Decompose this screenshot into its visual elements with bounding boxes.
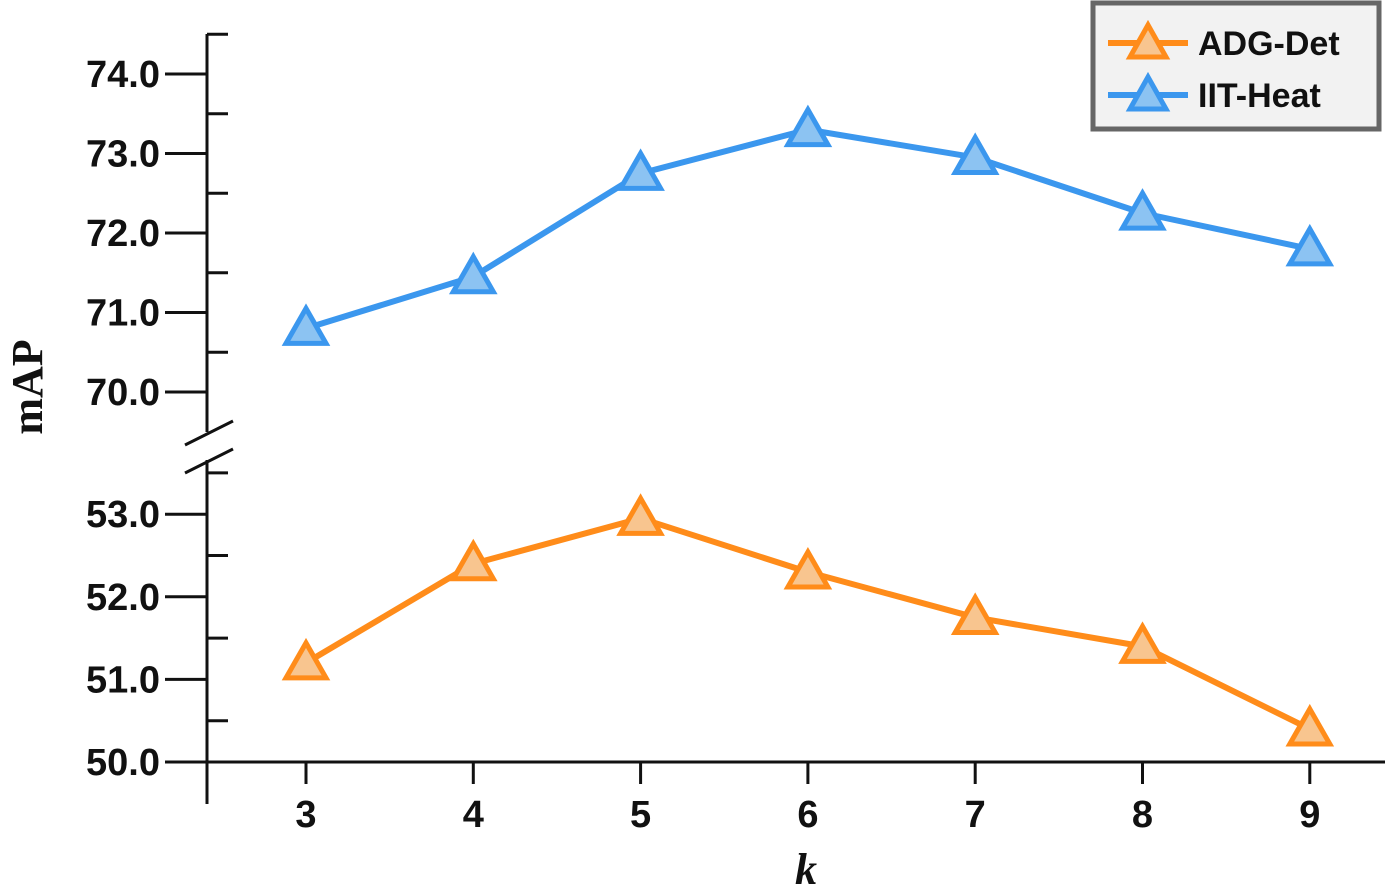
data-point-iit-heat xyxy=(281,303,331,346)
axis-break-mark-top xyxy=(184,419,234,447)
data-point-iit-heat xyxy=(950,132,1000,175)
x-tick-label: 7 xyxy=(965,794,986,836)
data-point-adg-det xyxy=(616,493,665,536)
data-point-iit-heat xyxy=(783,104,833,148)
x-tick-label: 8 xyxy=(1132,794,1153,836)
x-tick-label: 4 xyxy=(463,794,484,836)
legend: ADG-Det IIT-Heat xyxy=(1090,0,1382,132)
axis-break-mark-bottom xyxy=(184,447,234,475)
series-layer xyxy=(281,104,1335,747)
y-tick-label: 72.0 xyxy=(86,213,160,255)
data-point-adg-det xyxy=(281,637,331,681)
data-point-adg-det xyxy=(783,546,833,590)
x-tick-label: 9 xyxy=(1299,794,1320,836)
data-point-adg-det xyxy=(1118,621,1167,664)
y-tick-label: 52.0 xyxy=(86,577,160,619)
data-point-iit-heat xyxy=(616,148,665,191)
legend-label-iit-heat: IIT-Heat xyxy=(1198,77,1321,115)
data-point-adg-det xyxy=(448,538,498,582)
y-tick-label: 50.0 xyxy=(86,742,160,784)
axes: 70.0 71.0 72.0 73.0 74.0 50.0 51.0 52.0 53.0 3 4 5 6… xyxy=(86,32,1385,836)
y-tick-label: 53.0 xyxy=(86,494,160,536)
y-axis-title: mAP xyxy=(3,339,52,434)
x-tick-label: 3 xyxy=(295,794,316,836)
y-tick-label: 70.0 xyxy=(86,372,160,414)
x-axis-title: k xyxy=(795,845,817,894)
y-tick-label: 73.0 xyxy=(86,134,160,176)
data-point-iit-heat xyxy=(1118,188,1167,231)
y-tick-label: 74.0 xyxy=(86,54,160,96)
legend-label-adg-det: ADG-Det xyxy=(1198,25,1340,63)
legend-box xyxy=(1090,0,1382,132)
data-point-iit-heat xyxy=(1285,223,1335,267)
data-point-adg-det xyxy=(950,592,1000,635)
x-tick-label: 6 xyxy=(797,794,818,836)
y-tick-label: 51.0 xyxy=(86,659,160,701)
x-tick-label: 5 xyxy=(630,794,651,836)
y-tick-label: 71.0 xyxy=(86,293,160,335)
legend-marker-adg-det xyxy=(1125,19,1171,60)
legend-marker-iit-heat xyxy=(1125,71,1171,112)
data-point-adg-det xyxy=(1285,703,1335,747)
data-point-iit-heat xyxy=(448,251,498,295)
